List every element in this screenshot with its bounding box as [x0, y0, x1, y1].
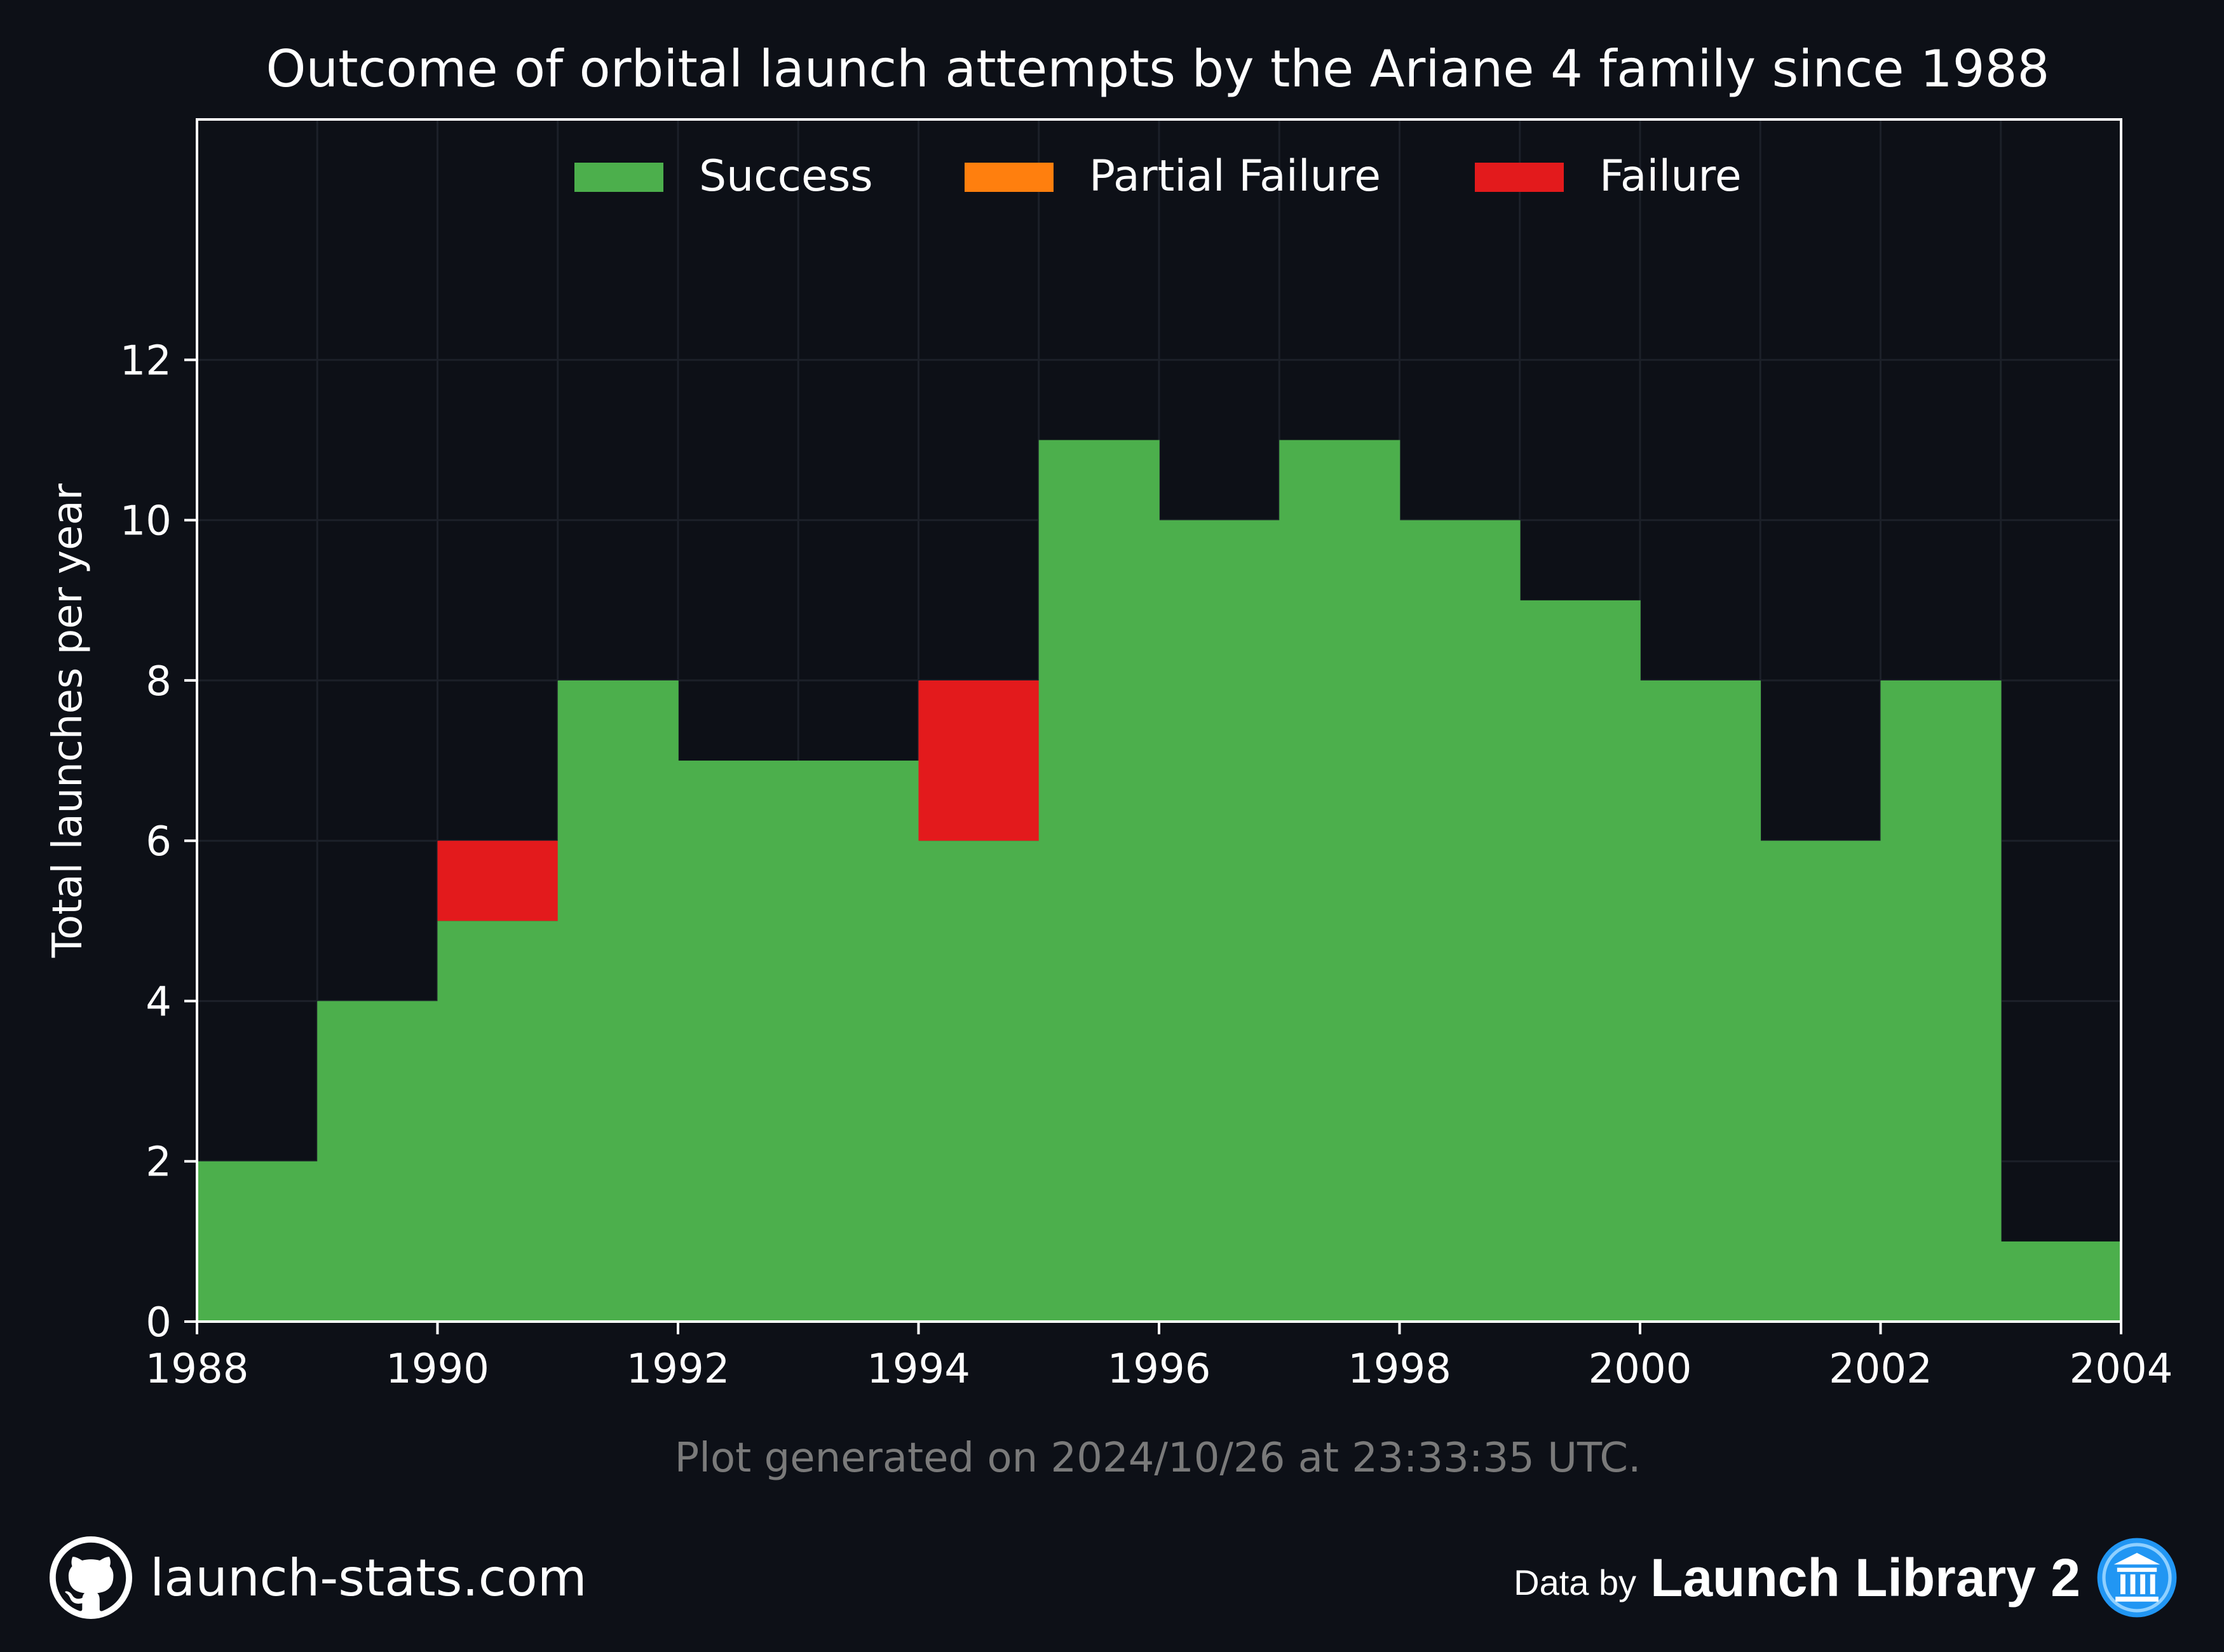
site-link[interactable]: launch-stats.com	[150, 1548, 587, 1608]
y-axis-label: Total launches per year	[44, 483, 92, 958]
bar-success	[678, 761, 799, 1322]
footer-site[interactable]: launch-stats.com	[50, 1536, 587, 1619]
data-by-label: Data by	[1514, 1562, 1637, 1602]
bar-success	[1038, 440, 1160, 1322]
x-tick-label: 1994	[867, 1346, 970, 1393]
x-tick-label: 1992	[627, 1346, 730, 1393]
legend-label: Failure	[1599, 151, 1742, 201]
y-tick-label: 10	[120, 498, 172, 545]
y-tick-label: 4	[146, 978, 172, 1026]
footer-data-credit[interactable]: Data by Launch Library 2	[1514, 1536, 2178, 1619]
legend-swatch	[965, 163, 1054, 192]
github-icon	[50, 1536, 132, 1619]
bar-success	[1519, 600, 1641, 1322]
x-tick-label: 1990	[386, 1346, 489, 1393]
bar-failure	[437, 841, 559, 921]
y-tick-label: 12	[120, 337, 172, 384]
bar-success	[197, 1161, 318, 1322]
legend-label: Partial Failure	[1089, 151, 1381, 201]
legend-label: Success	[699, 151, 873, 201]
launch-library-link[interactable]: Launch Library 2	[1650, 1547, 2080, 1608]
legend-swatch	[1475, 163, 1564, 192]
bar-success	[798, 761, 919, 1322]
bar-success	[1880, 680, 2002, 1322]
bar-success	[437, 921, 559, 1322]
x-tick-label: 2000	[1589, 1346, 1692, 1393]
bar-success	[2000, 1241, 2122, 1322]
x-tick-label: 2002	[1829, 1346, 1932, 1393]
launch-library-icon	[2096, 1536, 2178, 1619]
bar-success	[1760, 841, 1882, 1322]
bar-success	[1640, 680, 1761, 1322]
bar-success	[1279, 440, 1400, 1322]
bar-failure	[918, 680, 1040, 841]
x-tick-label: 1988	[146, 1346, 249, 1393]
legend: Success Partial Failure Failure	[574, 151, 1742, 201]
bar-success	[918, 841, 1040, 1322]
bar-success	[1159, 520, 1280, 1322]
x-tick-label: 1996	[1108, 1346, 1211, 1393]
y-tick-label: 8	[146, 658, 172, 705]
bar-success	[557, 680, 679, 1322]
legend-swatch	[574, 163, 663, 192]
y-tick-label: 6	[146, 818, 172, 865]
axis-ticks: 1988 1990 1992 1994 1996 1998 2000 2002 2004 0 2 4 6…	[120, 337, 2173, 1393]
bar-success	[317, 1001, 438, 1322]
bars	[197, 440, 2122, 1322]
x-tick-label: 1998	[1348, 1346, 1451, 1393]
x-tick-label: 2004	[2070, 1346, 2173, 1393]
chart-title: Outcome of orbital launch attempts by th…	[266, 39, 2050, 98]
y-tick-label: 2	[146, 1139, 172, 1186]
y-tick-label: 0	[146, 1299, 172, 1346]
generated-note: Plot generated on 2024/10/26 at 23:33:35…	[675, 1435, 1641, 1482]
bar-success	[1399, 520, 1521, 1322]
